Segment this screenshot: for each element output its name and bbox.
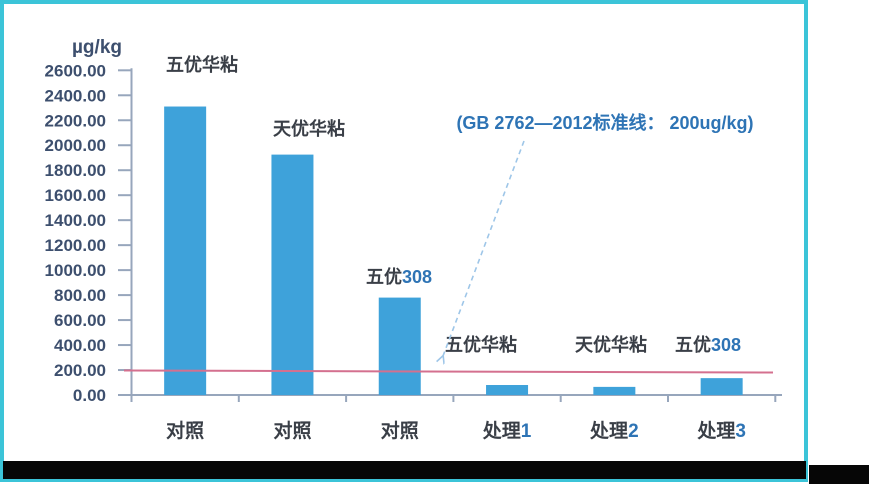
bar bbox=[700, 378, 743, 395]
page-frame-border bbox=[0, 0, 808, 482]
bar-point-label: 天优华粘 bbox=[273, 118, 345, 139]
bars bbox=[164, 106, 743, 396]
y-tick-label: 2600.00 bbox=[45, 61, 106, 80]
standard-reference-line bbox=[123, 369, 774, 374]
footer-black-bar bbox=[3, 461, 806, 479]
y-tick-label: 1600.00 bbox=[45, 186, 106, 205]
bar-point-label: 五优华粘 bbox=[166, 54, 238, 75]
bar-point-label: 五优308 bbox=[366, 266, 432, 287]
bar-point-label: 天优华粘 bbox=[575, 334, 647, 355]
y-tick-label: 2200.00 bbox=[45, 111, 106, 130]
y-axis-unit-label: µg/kg bbox=[72, 37, 122, 58]
axes: 0.00 200.00 400.00 600.00 800.00 1000.00 1200.… bbox=[45, 61, 782, 405]
y-tick-label: 600.00 bbox=[54, 311, 106, 330]
y-tick-label: 1400.00 bbox=[45, 211, 106, 230]
y-tick-label: 400.00 bbox=[54, 336, 106, 355]
y-tick-label: 1000.00 bbox=[45, 261, 106, 280]
bar-point-label: 五优308 bbox=[675, 334, 741, 355]
x-category-label: 对照 bbox=[273, 419, 311, 442]
x-category-label: 对照 bbox=[166, 419, 204, 442]
bar bbox=[271, 154, 314, 395]
y-tick-label: 1200.00 bbox=[45, 236, 106, 255]
annotation-arrow bbox=[443, 140, 525, 356]
standard-line-annotation: (GB 2762—2012标准线： 200ug/kg) bbox=[456, 112, 753, 133]
y-tick-label: 800.00 bbox=[54, 286, 106, 305]
y-tick-label: 2400.00 bbox=[45, 86, 106, 105]
y-tick-label: 200.00 bbox=[54, 361, 106, 380]
x-category-label: 处理2 bbox=[589, 419, 639, 442]
bar bbox=[486, 385, 529, 395]
y-tick-label: 2000.00 bbox=[45, 136, 106, 155]
y-tick-label: 0.00 bbox=[73, 386, 106, 405]
x-category-label: 处理3 bbox=[696, 419, 746, 442]
bar bbox=[164, 106, 207, 396]
x-category-label: 处理1 bbox=[482, 419, 532, 442]
bar bbox=[593, 386, 636, 395]
y-tick-label: 1800.00 bbox=[45, 161, 106, 180]
bar bbox=[378, 297, 421, 395]
x-category-label: 对照 bbox=[381, 419, 419, 442]
bar-point-label: 五优华粘 bbox=[445, 334, 517, 355]
footer-black-bar-right bbox=[809, 465, 869, 484]
